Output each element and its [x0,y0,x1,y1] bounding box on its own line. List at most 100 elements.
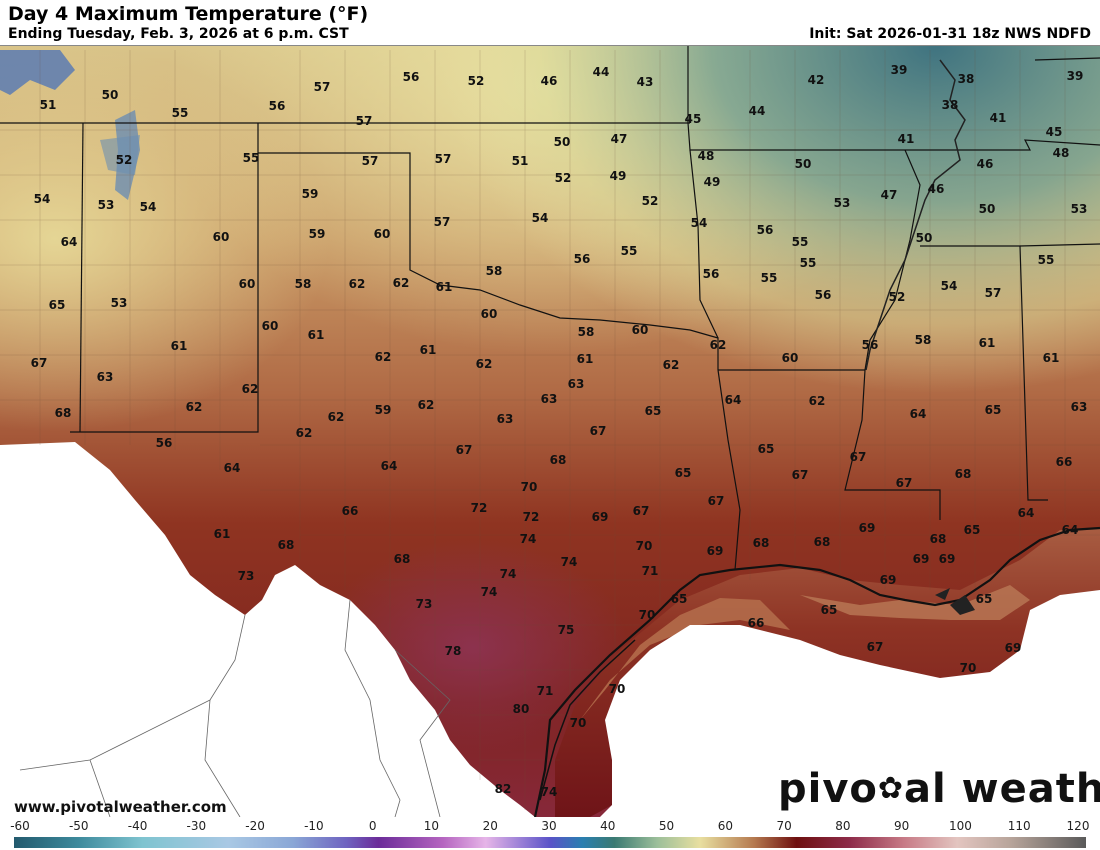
temperature-label: 56 [403,70,420,84]
temperature-label: 64 [1062,523,1079,537]
temperature-label: 64 [910,407,927,421]
colorbar-tick-label: 80 [835,819,851,833]
temperature-map: 51 50 55 56 57 57 56 52 46 44 43 42 39 38 39 38 44 45 41 45… [0,46,1100,818]
temperature-label: 57 [314,80,331,94]
temperature-label: 65 [821,603,838,617]
temperature-label: 48 [1053,146,1070,160]
temperature-label: 68 [278,538,295,552]
temperature-label: 50 [795,157,812,171]
state-borders [0,46,1100,571]
temperature-label: 66 [1056,455,1073,469]
temperature-label: 63 [568,377,585,391]
temperature-label: 52 [468,74,485,88]
temperature-label: 61 [1043,351,1060,365]
temperature-label: 65 [976,592,993,606]
temperature-label: 55 [172,106,189,120]
temperature-label: 46 [541,74,558,88]
temperature-label: 61 [436,280,453,294]
temperature-label: 52 [555,171,572,185]
temperature-label: 70 [609,682,626,696]
temperature-label: 82 [495,782,512,796]
colorbar-tick-label: -60 [10,819,30,833]
colorbar-tick-label: 10 [423,819,440,833]
temperature-label: 56 [815,288,832,302]
temperature-label: 56 [269,99,286,113]
temperature-label: 55 [800,256,817,270]
temperature-label: 62 [375,350,392,364]
temperature-label: 61 [308,328,325,342]
temperature-label: 68 [955,467,972,481]
temperature-label: 67 [867,640,884,654]
temperature-label: 70 [960,661,977,675]
temperature-label: 60 [239,277,256,291]
temperature-label: 68 [550,453,567,467]
temperature-label: 60 [782,351,799,365]
temperature-label: 67 [792,468,809,482]
temperature-label: 47 [881,188,898,202]
temperature-label: 62 [349,277,366,291]
temperature-label: 69 [880,573,897,587]
temperature-label: 42 [808,73,825,87]
temperature-label: 70 [636,539,653,553]
temperature-label: 60 [374,227,391,241]
colorbar-tick-label: -40 [127,819,148,833]
website-url[interactable]: www.pivotalweather.com [14,798,227,816]
temperature-label: 65 [758,442,775,456]
temperature-label: 43 [637,75,654,89]
temperature-label: 61 [577,352,594,366]
temperature-label: 53 [111,296,128,310]
temperature-label: 63 [497,412,514,426]
temperature-label: 60 [632,323,649,337]
colorbar-tick-label: 40 [600,819,616,833]
temperature-label: 60 [481,307,498,321]
temperature-label: 63 [541,392,558,406]
temperature-label: 67 [633,504,650,518]
temperature-label: 57 [985,286,1002,300]
temperature-label: 72 [471,501,488,515]
temperature-label: 54 [140,200,157,214]
temperature-label: 69 [913,552,930,566]
temperature-label: 65 [671,592,688,606]
temperature-label: 58 [578,325,595,339]
temperature-label: 74 [481,585,498,599]
temperature-label: 65 [985,403,1002,417]
temperature-label: 70 [521,480,538,494]
temperature-label: 73 [238,569,255,583]
coastline [533,526,1100,818]
valid-time: Ending Tuesday, Feb. 3, 2026 at 6 p.m. C… [8,26,349,42]
temperature-label: 61 [171,339,188,353]
temperature-label: 56 [757,223,774,237]
temperature-label: 48 [698,149,715,163]
temperature-label: 62 [476,357,493,371]
temperature-label: 39 [1067,69,1084,83]
temperature-label: 56 [574,252,591,266]
temperature-label: 69 [707,544,724,558]
temperature-label: 44 [593,65,610,79]
temperature-label: 62 [710,338,727,352]
temperature-label: 69 [1005,641,1022,655]
temperature-label: 55 [761,271,778,285]
temperature-label: 64 [224,461,241,475]
temperature-label: 68 [55,406,72,420]
temperature-label: 62 [418,398,435,412]
temperature-label: 50 [916,231,933,245]
temperature-label: 64 [725,393,742,407]
colorbar-tick-label: -10 [304,819,324,833]
temperature-label: 58 [295,277,312,291]
mexico-nodata [0,442,535,817]
temperature-label: 62 [186,400,203,414]
temperature-label: 57 [362,154,379,168]
colorbar-tick-label: 90 [894,819,910,833]
colorbar-tick-label: -30 [186,819,207,833]
temperature-label: 52 [889,290,906,304]
init-time: Init: Sat 2026-01-31 18z NWS NDFD [809,26,1091,42]
colorbar-tick-label: -50 [68,819,89,833]
pivotal-weather-logo: pivo✿al weather [778,766,1100,812]
colorbar-tick-label: 30 [541,819,557,833]
temperature-label: 68 [814,535,831,549]
temperature-label: 67 [896,476,913,490]
temperature-label: 45 [1046,125,1063,139]
temperature-label: 74 [500,567,517,581]
temperature-label: 52 [116,153,133,167]
temperature-label: 60 [262,319,279,333]
